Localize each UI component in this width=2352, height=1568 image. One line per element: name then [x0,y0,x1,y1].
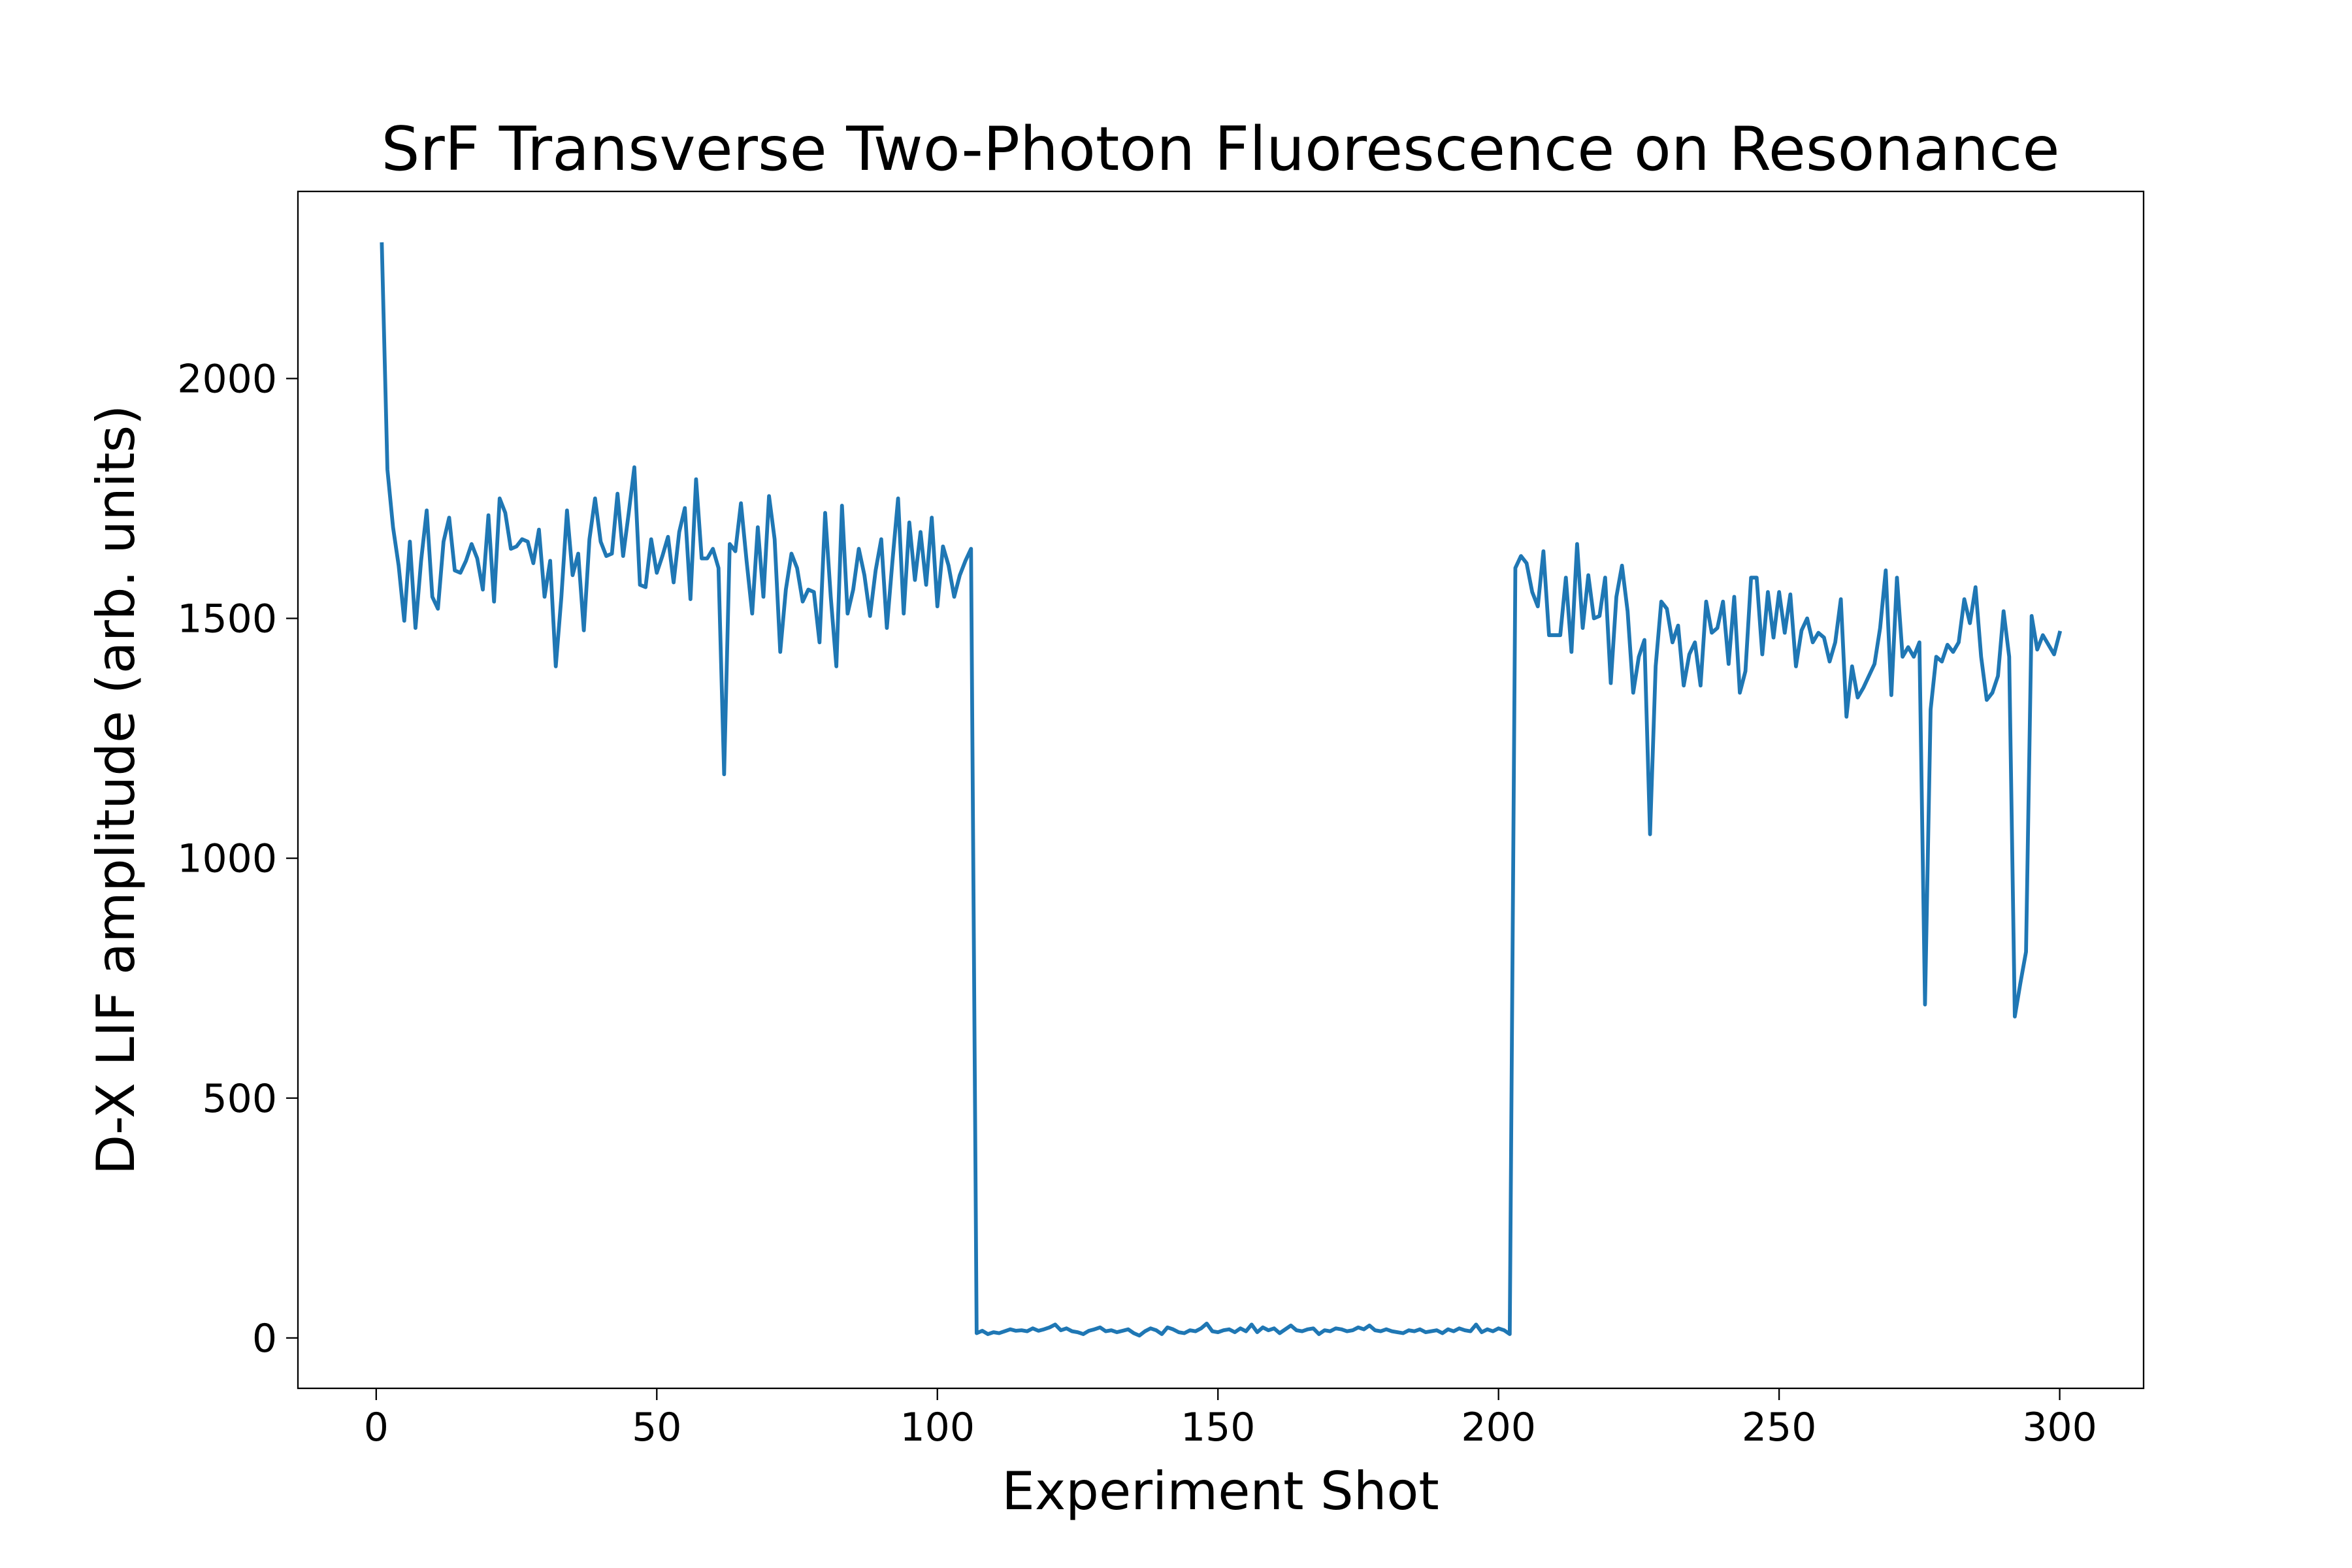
y-tick-label: 1000 [177,836,277,882]
data-line [380,242,2063,1338]
x-tick-label: 50 [632,1405,681,1450]
x-tick-label: 100 [900,1405,975,1450]
y-tick-label: 1500 [177,596,277,642]
y-tick-label: 2000 [177,356,277,402]
chart-title: SrF Transverse Two-Photon Fluorescence o… [381,114,2059,184]
x-axis-label: Experiment Shot [1002,1461,1439,1522]
x-tick-label: 0 [364,1405,389,1450]
y-axis-label: D-X LIF amplitude (arb. units) [86,405,146,1175]
y-tick-label: 500 [202,1076,277,1122]
x-tick-label: 300 [2022,1405,2097,1450]
x-tick-label: 150 [1181,1405,1256,1450]
x-tick-label: 200 [1461,1405,1536,1450]
x-tick-label: 250 [1742,1405,1817,1450]
plot-frame [297,190,2145,1390]
y-tick-label: 0 [252,1316,277,1362]
